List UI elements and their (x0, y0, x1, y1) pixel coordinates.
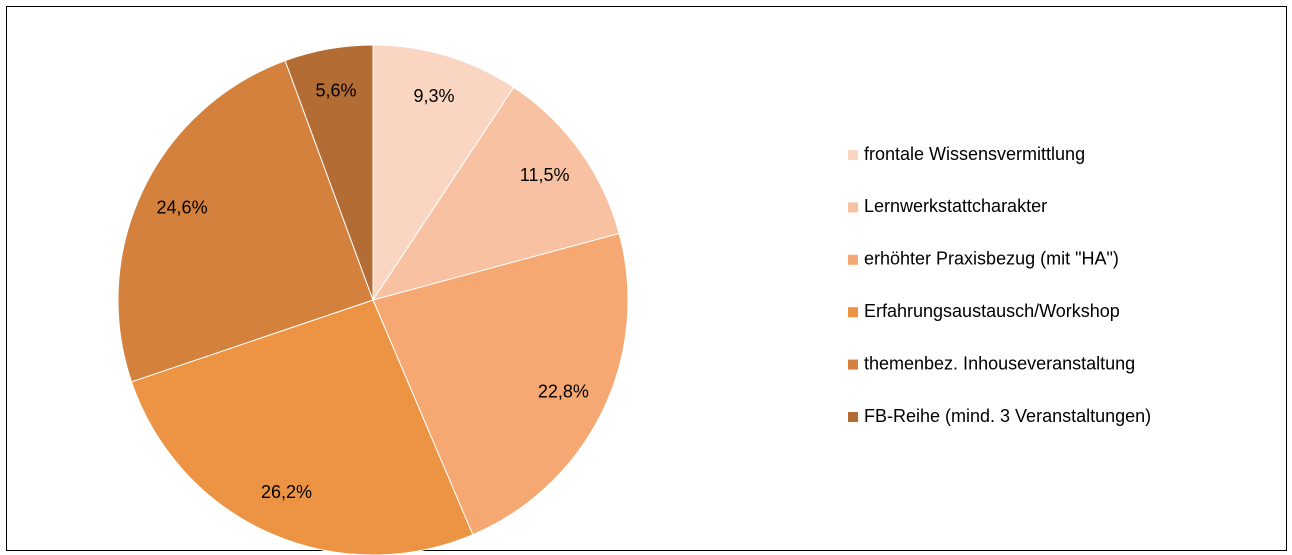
legend-label: erhöhter Praxisbezug (mit "HA") (864, 249, 1119, 269)
legend-swatch (848, 359, 858, 370)
legend-label: frontale Wissensvermittlung (864, 144, 1085, 164)
pie-slice (372, 232, 629, 536)
legend-swatch (848, 254, 858, 265)
legend-label: Lernwerkstattcharakter (864, 196, 1047, 216)
legend-label: themenbez. Inhouseveranstaltung (864, 353, 1135, 373)
legend-label: FB-Reihe (mind. 3 Veranstaltungen) (864, 406, 1151, 426)
data-label: 22,8% (538, 381, 589, 401)
legend-swatch (848, 202, 858, 213)
legend-swatch (848, 412, 858, 422)
pie-slice (130, 299, 474, 555)
data-label: 9,3% (413, 86, 454, 106)
data-label: 24,6% (157, 197, 208, 217)
legend-swatch (848, 150, 858, 160)
pie-slice (117, 59, 374, 383)
legend-swatch (848, 307, 858, 318)
data-label: 5,6% (315, 80, 356, 100)
data-label: 11,5% (520, 165, 570, 185)
pie-slice (372, 44, 515, 302)
pie-slice (371, 86, 620, 301)
data-label: 26,2% (261, 482, 312, 502)
pie-slice (284, 44, 374, 301)
legend-label: Erfahrungsaustausch/Workshop (864, 301, 1120, 321)
